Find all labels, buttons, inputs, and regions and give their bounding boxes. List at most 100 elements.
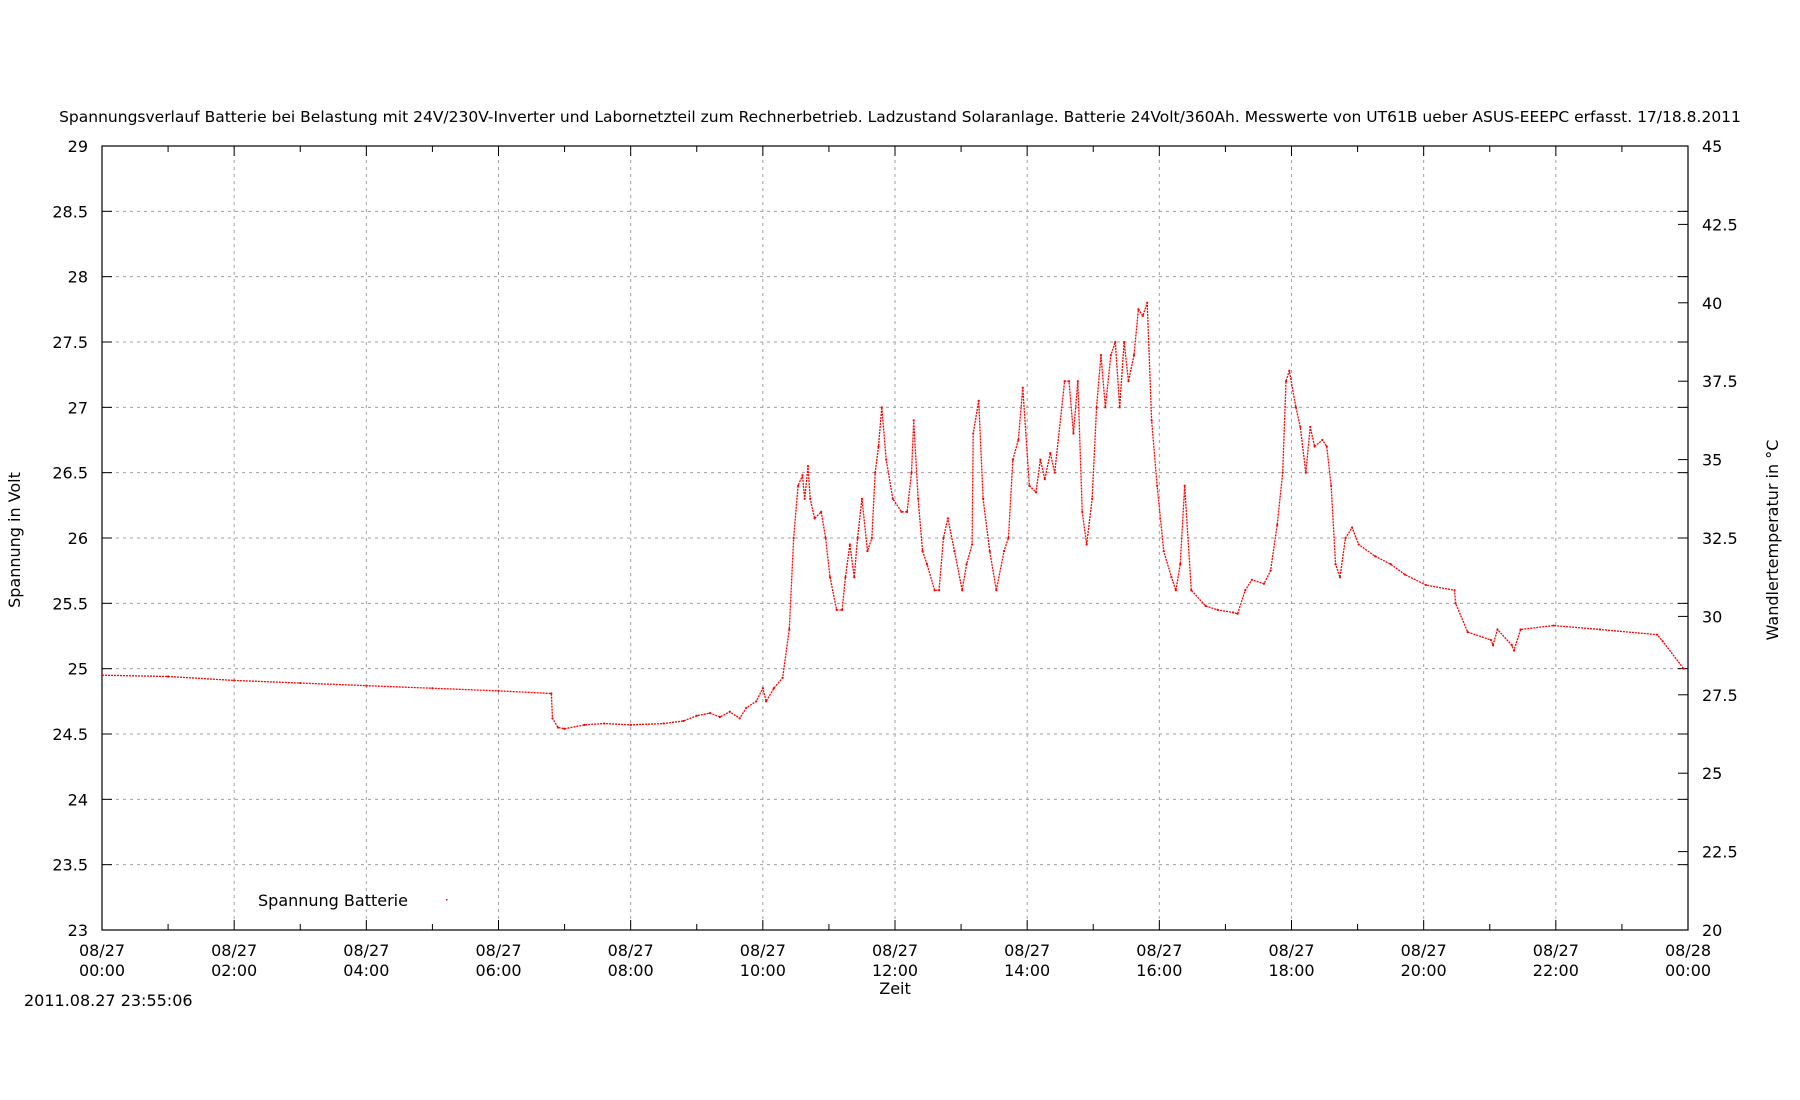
data-point bbox=[1109, 353, 1112, 357]
data-point bbox=[761, 687, 764, 690]
data-point bbox=[921, 549, 924, 553]
y2-axis-label: Wandlertemperatur in °C bbox=[1763, 440, 1782, 641]
y2-tick-label: 32.5 bbox=[1702, 529, 1738, 548]
data-point bbox=[781, 676, 784, 679]
y2-tick-label: 20 bbox=[1702, 921, 1722, 940]
data-point bbox=[1132, 353, 1136, 357]
y-tick-label: 26.5 bbox=[52, 464, 88, 483]
chart-title: Spannungsverlauf Batterie bei Belastung … bbox=[59, 108, 1741, 126]
y-axis-label: Spannung in Volt bbox=[5, 472, 24, 608]
x-tick-time: 20:00 bbox=[1401, 961, 1447, 980]
data-point bbox=[1512, 649, 1516, 652]
data-point bbox=[1489, 638, 1492, 642]
data-point bbox=[551, 717, 554, 720]
data-point bbox=[738, 717, 741, 720]
series-spannung-batterie bbox=[100, 301, 1685, 730]
data-point bbox=[1021, 386, 1024, 389]
y-tick-label: 27 bbox=[68, 398, 88, 417]
data-point bbox=[946, 517, 949, 520]
data-point bbox=[1137, 308, 1140, 311]
x-tick-date: 08/27 bbox=[343, 941, 389, 960]
data-point bbox=[933, 589, 936, 592]
x-tick-time: 02:00 bbox=[211, 961, 257, 980]
data-point bbox=[953, 549, 956, 553]
axes: 23 23.5 24 24.5 25 25.5 26 26.5 27 27.5 28 28.5 29 20… bbox=[52, 137, 1737, 980]
grid bbox=[102, 146, 1688, 930]
y-tick-label: 28.5 bbox=[52, 202, 88, 221]
data-point bbox=[497, 689, 500, 692]
data-point bbox=[856, 536, 859, 540]
data-point bbox=[1389, 563, 1392, 566]
data-point bbox=[1330, 484, 1333, 487]
data-point bbox=[885, 458, 888, 461]
legend-label: Spannung Batterie bbox=[258, 891, 408, 910]
data-point bbox=[1299, 425, 1302, 429]
y-tick-label: 27.5 bbox=[52, 333, 88, 352]
plot-frame bbox=[101, 145, 1689, 931]
x-tick-time: 04:00 bbox=[343, 961, 389, 980]
data-point bbox=[1338, 576, 1342, 579]
x-tick-time: 00:00 bbox=[79, 961, 125, 980]
data-point bbox=[718, 715, 721, 719]
data-point bbox=[1350, 526, 1354, 529]
data-point bbox=[662, 722, 665, 725]
data-point bbox=[1276, 523, 1279, 527]
x-tick-time: 10:00 bbox=[740, 961, 786, 980]
data-point bbox=[813, 517, 816, 520]
y-tick-label: 24 bbox=[68, 790, 88, 809]
data-point bbox=[1174, 589, 1177, 592]
data-point bbox=[1170, 576, 1173, 579]
data-point bbox=[942, 536, 945, 540]
data-point bbox=[1236, 612, 1239, 615]
y-tick-label: 28 bbox=[68, 268, 88, 287]
y2-tick-label: 40 bbox=[1702, 294, 1722, 313]
data-point bbox=[1244, 589, 1247, 592]
data-point bbox=[925, 563, 929, 566]
data-point bbox=[1309, 425, 1312, 429]
data-point bbox=[583, 723, 586, 726]
data-point bbox=[603, 722, 606, 725]
data-point bbox=[1232, 611, 1235, 614]
data-point bbox=[563, 727, 566, 730]
x-tick-date: 08/27 bbox=[1268, 941, 1314, 960]
data-point bbox=[1049, 451, 1052, 455]
data-point bbox=[708, 711, 712, 715]
data-point bbox=[1043, 478, 1046, 481]
data-point bbox=[874, 471, 877, 474]
data-point bbox=[1179, 563, 1182, 566]
x-tick-date: 08/27 bbox=[608, 941, 654, 960]
data-point bbox=[1118, 406, 1121, 409]
data-point bbox=[937, 589, 941, 592]
y-tick-label: 25.5 bbox=[52, 594, 88, 613]
data-point bbox=[1002, 549, 1006, 553]
data-point bbox=[860, 497, 864, 500]
data-point bbox=[1288, 369, 1291, 372]
data-point bbox=[841, 608, 844, 611]
x-tick-time: 22:00 bbox=[1533, 961, 1579, 980]
data-point bbox=[1424, 583, 1427, 587]
data-point bbox=[1453, 589, 1456, 592]
data-point bbox=[1072, 432, 1075, 435]
data-point bbox=[803, 497, 806, 500]
data-point bbox=[1466, 630, 1469, 634]
data-point bbox=[877, 445, 880, 448]
y-tick-label: 25 bbox=[68, 660, 88, 679]
data-point bbox=[765, 700, 768, 703]
data-point bbox=[1519, 628, 1522, 631]
data-point bbox=[1141, 314, 1144, 317]
data-point bbox=[972, 432, 975, 435]
data-point bbox=[100, 674, 104, 677]
data-point bbox=[912, 419, 915, 422]
x-tick-date: 08/27 bbox=[475, 941, 521, 960]
data-point bbox=[772, 687, 775, 690]
data-point bbox=[1216, 608, 1219, 611]
data-point bbox=[1127, 380, 1130, 383]
data-point bbox=[1063, 380, 1066, 383]
x-tick-date: 08/27 bbox=[1533, 941, 1579, 960]
x-axis-label: Zeit bbox=[879, 979, 911, 998]
y2-tick-label: 25 bbox=[1702, 764, 1722, 783]
x-tick-date: 08/27 bbox=[211, 941, 257, 960]
data-point bbox=[970, 543, 974, 546]
y2-tick-label: 22.5 bbox=[1702, 843, 1738, 862]
data-point bbox=[1403, 573, 1407, 576]
